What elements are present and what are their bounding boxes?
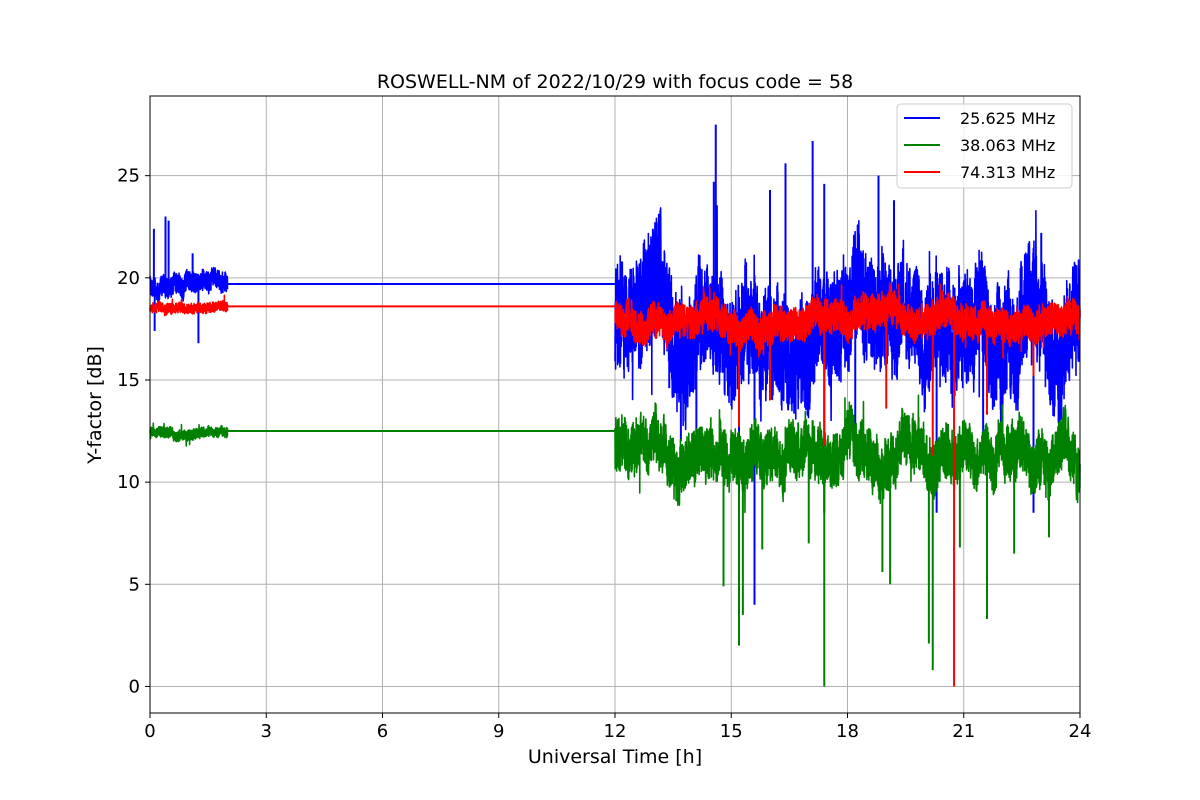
legend-label-74-313: 74.313 MHz (960, 163, 1055, 182)
x-tick-label: 12 (604, 721, 627, 742)
series-layer (149, 124, 1081, 687)
series-noise-trace (149, 294, 229, 317)
y-tick-label: 25 (117, 166, 140, 187)
axis-ticks: 0 3 6 9 12 15 18 21 24 0 5 10 15 20 25 (117, 166, 1091, 742)
series-38-063-mhz (149, 394, 1081, 687)
series-noise-trace (614, 282, 1081, 359)
y-tick-label: 20 (117, 268, 140, 289)
x-tick-label: 3 (261, 721, 272, 742)
legend: 25.625 MHz 38.063 MHz 74.313 MHz (896, 103, 1073, 189)
legend-label-25-625: 25.625 MHz (960, 109, 1055, 128)
x-tick-label: 0 (144, 721, 155, 742)
x-tick-label: 21 (952, 721, 975, 742)
series-noise-trace (149, 422, 229, 447)
x-tick-label: 18 (836, 721, 859, 742)
y-tick-label: 15 (117, 370, 140, 391)
legend-box (896, 103, 1073, 189)
y-tick-label: 0 (129, 676, 140, 697)
legend-label-38-063: 38.063 MHz (960, 136, 1055, 155)
y-tick-label: 10 (117, 472, 140, 493)
y-tick-label: 5 (129, 574, 140, 595)
x-tick-label: 6 (377, 721, 388, 742)
x-tick-label: 9 (493, 721, 504, 742)
x-axis-label: Universal Time [h] (528, 746, 702, 768)
x-tick-label: 15 (720, 721, 743, 742)
chart-title: ROSWELL-NM of 2022/10/29 with focus code… (377, 71, 853, 93)
series-noise-trace (149, 266, 229, 304)
series-74-313-mhz (149, 282, 1081, 687)
x-tick-label: 24 (1069, 721, 1092, 742)
y-axis-label: Y-factor [dB] (84, 346, 106, 465)
